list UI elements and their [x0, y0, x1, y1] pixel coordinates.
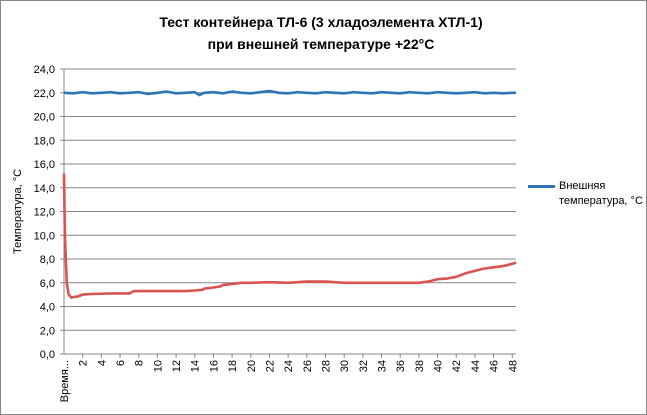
series-line-external-temp	[63, 89, 516, 97]
y-tick-label: 2,0	[40, 325, 55, 337]
x-axis-ticks: Время... 2 4 6 8 10 12 14 16 18 20 22 24 26 28 30 32 34 36…	[59, 360, 519, 402]
x-tick-label: 16	[208, 360, 220, 372]
x-tick-label: 18	[227, 360, 239, 372]
x-tick-label: 30	[339, 360, 351, 372]
x-tick-label: 32	[358, 360, 370, 372]
x-tick-label: 26	[302, 360, 314, 372]
y-tick-label: 12,0	[34, 207, 55, 219]
y-tick-label: 10,0	[34, 230, 55, 242]
y-tick-label: 6,0	[40, 278, 55, 290]
x-tick-label: 24	[283, 360, 295, 372]
x-tick-label: 6	[115, 360, 127, 366]
x-tick-label: 36	[395, 360, 407, 372]
chart-title: Тест контейнера ТЛ-6 (3 хладоэлемента ХТ…	[61, 11, 581, 55]
x-tick-label: 20	[246, 360, 258, 372]
x-tick-label: Время...	[59, 360, 71, 402]
x-tick-label: 4	[96, 360, 108, 366]
x-tick-label: 40	[433, 360, 445, 372]
y-axis-ticks: 0,0 2,0 4,0 6,0 8,0 10,0 12,0 14,0 16,0 18,0 20,0 2…	[34, 64, 55, 361]
y-tick-label: 16,0	[34, 159, 55, 171]
chart-title-line-1: Тест контейнера ТЛ-6 (3 хладоэлемента ХТ…	[159, 14, 483, 30]
chart-title-line-2: при внешней температуре +22°С	[207, 36, 435, 52]
y-tick-label: 4,0	[40, 302, 55, 314]
x-tick-label: 2	[78, 360, 90, 366]
x-tick-label: 38	[414, 360, 426, 372]
legend-swatch-external-temp	[528, 185, 555, 188]
axes	[60, 68, 516, 358]
y-tick-label: 18,0	[34, 135, 55, 147]
x-tick-label: 10	[152, 360, 164, 372]
x-tick-label: 48	[507, 360, 519, 372]
series-lines	[62, 89, 517, 299]
y-tick-label: 14,0	[34, 183, 55, 195]
y-tick-label: 24,0	[34, 64, 55, 76]
legend-label-external-temp: Внешняя температура, °С	[559, 180, 643, 207]
y-tick-label: 0,0	[40, 349, 55, 361]
x-tick-label: 8	[134, 360, 146, 366]
x-tick-label: 34	[377, 360, 389, 372]
y-tick-label: 22,0	[34, 88, 55, 100]
y-axis-title: Температура, °С	[12, 169, 24, 254]
x-tick-label: 22	[264, 360, 276, 372]
x-tick-label: 12	[171, 360, 183, 372]
x-tick-label: 28	[320, 360, 332, 372]
x-tick-label: 44	[470, 360, 482, 372]
y-tick-label: 20,0	[34, 112, 55, 124]
x-tick-label: 14	[190, 360, 202, 372]
x-tick-label: 46	[489, 360, 501, 372]
x-tick-label: 42	[451, 360, 463, 372]
y-tick-label: 8,0	[40, 254, 55, 266]
series-line-container-temp	[62, 173, 517, 299]
